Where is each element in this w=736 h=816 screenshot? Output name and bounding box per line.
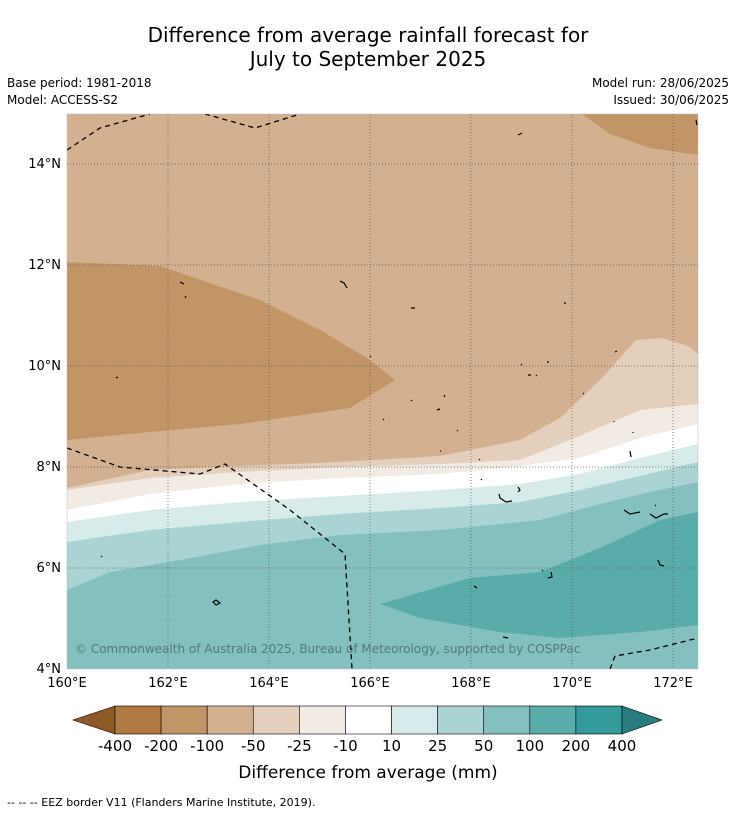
colorbar-tick-labels: -400 -200 -100 -50 -25 -10 10 25 50 100 200 400 [98, 737, 636, 755]
lon-label-160e: 160°E [47, 676, 87, 691]
contour-100-200 [380, 512, 698, 638]
map-frame [66, 113, 699, 670]
contour-minus100-minus200-west [67, 262, 395, 440]
colorbar-segment [299, 705, 346, 735]
lat-label-10n: 10°N [28, 359, 61, 374]
colorbar-tick-label: 200 [562, 737, 591, 755]
colorbar-segment [483, 705, 531, 735]
colorbar-tick-label: -50 [241, 737, 266, 755]
lon-label-166e: 166°E [350, 676, 390, 691]
colorbar-segment [206, 705, 254, 735]
colorbar-tick-label: -25 [287, 737, 312, 755]
issued-date: Issued: 30/06/2025 [613, 93, 729, 107]
lon-label-170e: 170°E [552, 676, 592, 691]
colorbar-extend-high [621, 705, 663, 735]
colorbar-tick-label: 10 [382, 737, 401, 755]
gridlines [67, 114, 698, 669]
lat-label-4n: 4°N [37, 662, 62, 677]
lon-label-168e: 168°E [451, 676, 491, 691]
latitude-tick-labels: 14°N 12°N 10°N 8°N 6°N 4°N [28, 157, 61, 677]
colorbar-segment [345, 705, 392, 735]
lat-label-8n: 8°N [37, 460, 62, 475]
colorbar-tick-label: 50 [474, 737, 493, 755]
eez-border-note: -- -- -- EEZ border V11 (Flanders Marine… [7, 796, 316, 809]
longitude-tick-labels: 160°E 162°E 164°E 166°E 168°E 170°E 172°… [47, 676, 693, 691]
colorbar-extend-low [72, 705, 116, 735]
colorbar-tick-label: -100 [190, 737, 224, 755]
eez-borders [67, 114, 698, 669]
islands [100, 119, 698, 639]
model-name: Model: ACCESS-S2 [7, 93, 119, 107]
colorbar-segment [114, 705, 162, 735]
contour-minus100-minus200-northeast [582, 114, 698, 155]
colorbar-tick-label: -200 [144, 737, 178, 755]
lon-label-172e: 172°E [653, 676, 693, 691]
lon-label-162e: 162°E [148, 676, 188, 691]
colorbar-segment [160, 705, 208, 735]
chart-title-line2: July to September 2025 [249, 47, 487, 71]
colorbar-segment [529, 705, 577, 735]
chart-title-line1: Difference from average rainfall forecas… [147, 23, 589, 47]
colorbar-tick-label: -400 [98, 737, 132, 755]
colorbar-tick-label: 400 [608, 737, 637, 755]
copyright-notice: © Commonwealth of Australia 2025, Bureau… [75, 642, 580, 656]
colorbar-segment [437, 705, 485, 735]
lat-label-6n: 6°N [37, 561, 62, 576]
colorbar-segment [391, 705, 438, 735]
colorbar-tick-label: 100 [515, 737, 544, 755]
model-run-date: Model run: 28/06/2025 [591, 76, 729, 90]
colorbar [72, 705, 663, 735]
rainfall-contours [67, 114, 698, 669]
colorbar-title: Difference from average (mm) [238, 763, 497, 783]
lat-label-12n: 12°N [28, 258, 61, 273]
base-period: Base period: 1981-2018 [7, 76, 152, 90]
colorbar-segment [575, 705, 623, 735]
lon-label-164e: 164°E [249, 676, 289, 691]
colorbar-segment [252, 705, 300, 735]
colorbar-tick-label: -10 [333, 737, 358, 755]
lat-label-14n: 14°N [28, 157, 61, 172]
colorbar-tick-label: 25 [428, 737, 447, 755]
